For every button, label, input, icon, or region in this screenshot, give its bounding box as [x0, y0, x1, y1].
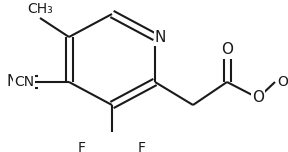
- Text: CH₃: CH₃: [27, 2, 53, 16]
- Text: N: N: [6, 74, 18, 90]
- Text: O: O: [221, 43, 233, 57]
- Text: F: F: [78, 141, 86, 152]
- Text: F: F: [138, 141, 146, 152]
- Text: CN: CN: [14, 75, 34, 89]
- Text: OCH₃: OCH₃: [277, 75, 288, 89]
- Text: O: O: [252, 90, 264, 105]
- Text: N: N: [155, 29, 166, 45]
